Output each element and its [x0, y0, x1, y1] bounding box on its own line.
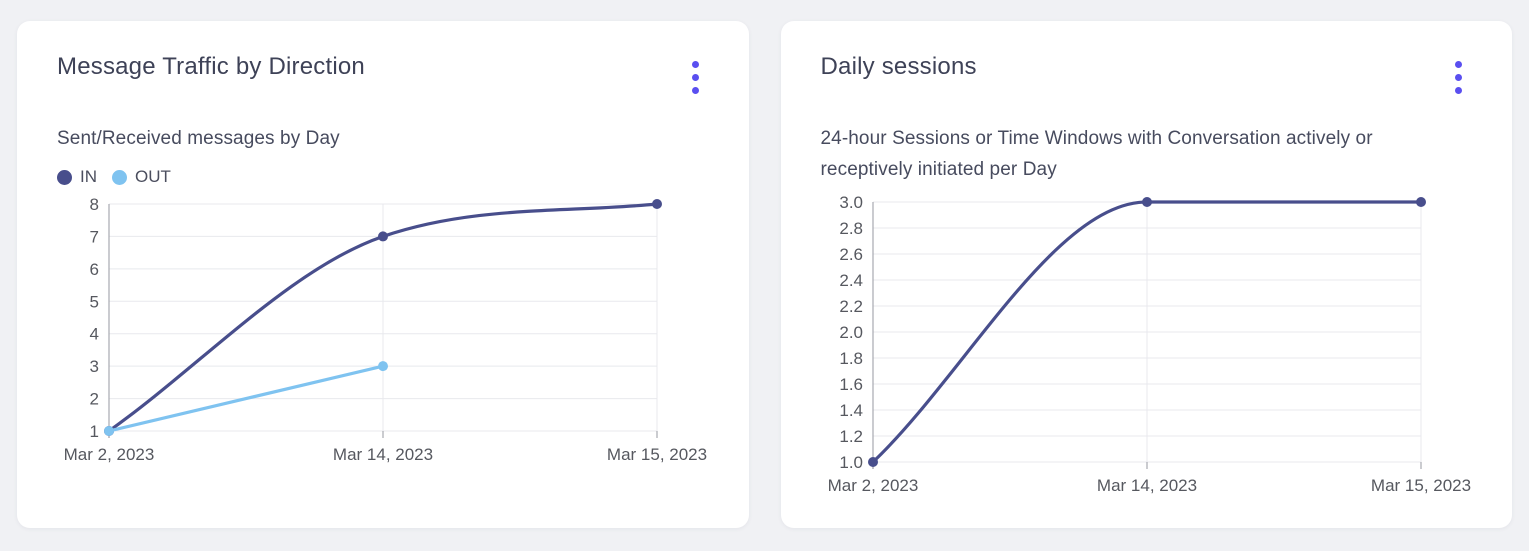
kebab-menu-button[interactable]	[682, 57, 709, 98]
x-tick-label: Mar 14, 2023	[333, 445, 433, 464]
x-tick-label: Mar 2, 2023	[827, 476, 918, 495]
y-tick-label: 2	[90, 390, 99, 409]
y-tick-label: 4	[90, 325, 99, 344]
x-tick-label: Mar 2, 2023	[64, 445, 155, 464]
legend-label: OUT	[135, 167, 171, 186]
y-tick-label: 3.0	[839, 193, 863, 212]
card-subtitle: 24-hour Sessions or Time Windows with Co…	[820, 128, 1373, 180]
legend-label: IN	[80, 167, 97, 186]
card-message-traffic: Message Traffic by Direction Sent/Receiv…	[17, 21, 749, 528]
legend-item[interactable]: OUT	[112, 167, 171, 187]
data-point	[652, 199, 662, 209]
card-daily-sessions: Daily sessions 24-hour Sessions or Time …	[780, 21, 1512, 528]
x-tick-label: Mar 14, 2023	[1096, 476, 1196, 495]
legend-swatch-icon	[112, 169, 127, 185]
y-tick-label: 3	[90, 357, 99, 376]
y-tick-label: 1.6	[839, 375, 863, 394]
line-chart-message-traffic: 1 2 3 4 5 6 7 8 Mar 2, 2023 Mar 14, 2023 Mar 15, 2…	[64, 195, 707, 464]
y-tick-label: 1.4	[839, 401, 863, 420]
kebab-menu-icon	[691, 61, 699, 68]
kebab-menu-icon	[1455, 87, 1462, 94]
card-title: Daily sessions	[820, 53, 977, 80]
data-point	[378, 231, 388, 242]
y-tick-label: 1.2	[839, 427, 863, 446]
y-tick-label: 2.8	[839, 219, 863, 238]
card-header: Daily sessions	[821, 53, 1473, 98]
y-tick-label: 2.2	[839, 297, 863, 316]
chart-legend: IN OUT	[57, 167, 709, 187]
y-tick-label: 5	[90, 292, 99, 311]
data-point	[378, 361, 388, 372]
line-chart-daily-sessions: 1.0 1.2 1.4 1.6 1.8 2.0 2.2 2.4 2.6 2.8 3.0 Mar 2, …	[827, 193, 1470, 495]
series-line	[870, 200, 1423, 464]
y-tick-label: 1	[90, 422, 99, 441]
kebab-menu-icon	[691, 87, 699, 94]
y-tick-label: 2.0	[839, 323, 863, 342]
kebab-menu-icon	[691, 74, 699, 81]
series-line	[107, 364, 385, 433]
y-tick-label: 6	[90, 260, 99, 279]
kebab-menu-icon	[1455, 61, 1462, 68]
y-tick-label: 8	[90, 195, 99, 214]
card-header: Message Traffic by Direction	[57, 53, 709, 98]
kebab-menu-icon	[1455, 74, 1462, 81]
data-point	[1141, 197, 1152, 207]
y-tick-label: 7	[90, 227, 99, 246]
card-subtitle: Sent/Received messages by Day	[57, 128, 340, 149]
y-tick-label: 1.8	[839, 349, 863, 368]
legend-swatch-icon	[57, 169, 72, 185]
data-point	[867, 457, 878, 467]
x-tick-label: Mar 15, 2023	[1370, 476, 1470, 495]
data-point	[104, 426, 114, 436]
data-point	[1415, 197, 1426, 207]
y-tick-label: 1.0	[839, 453, 863, 472]
legend-item[interactable]: IN	[57, 167, 97, 187]
kebab-menu-button[interactable]	[1445, 57, 1472, 98]
card-title: Message Traffic by Direction	[57, 53, 365, 80]
x-tick-label: Mar 15, 2023	[607, 445, 707, 464]
y-tick-label: 2.6	[839, 245, 863, 264]
y-tick-label: 2.4	[839, 271, 863, 290]
